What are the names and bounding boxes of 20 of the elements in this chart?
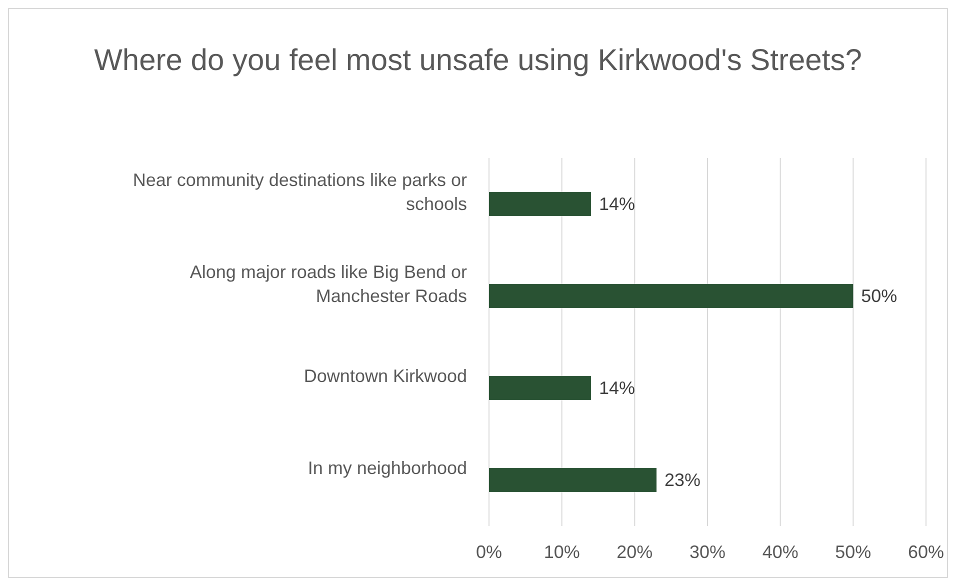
- x-tick-label: 40%: [762, 542, 798, 562]
- x-tick-label: 20%: [616, 542, 653, 562]
- x-tick-label: 0%: [476, 542, 502, 562]
- chart-title: Where do you feel most unsafe using Kirkwood's Streets?: [94, 44, 862, 77]
- x-tick-label: 60%: [908, 542, 944, 562]
- bar: [489, 284, 854, 308]
- data-label: 50%: [861, 286, 898, 306]
- y-tick-label: Near community destinations like parks or schools: [132, 170, 467, 214]
- bar: [489, 376, 591, 400]
- bar: [489, 468, 657, 492]
- x-tick-label: 50%: [835, 542, 872, 562]
- y-tick-label: In my neighborhood: [308, 458, 467, 478]
- x-tick-label: 10%: [544, 542, 580, 562]
- data-label: 14%: [598, 378, 635, 398]
- data-label: 23%: [664, 470, 701, 490]
- data-label: 14%: [598, 194, 635, 214]
- x-tick-label: 30%: [689, 542, 726, 562]
- y-tick-label: Along major roads like Big Bend or Manchester Roads: [190, 262, 467, 306]
- y-tick-label: Downtown Kirkwood: [304, 366, 467, 386]
- bar: [489, 192, 591, 216]
